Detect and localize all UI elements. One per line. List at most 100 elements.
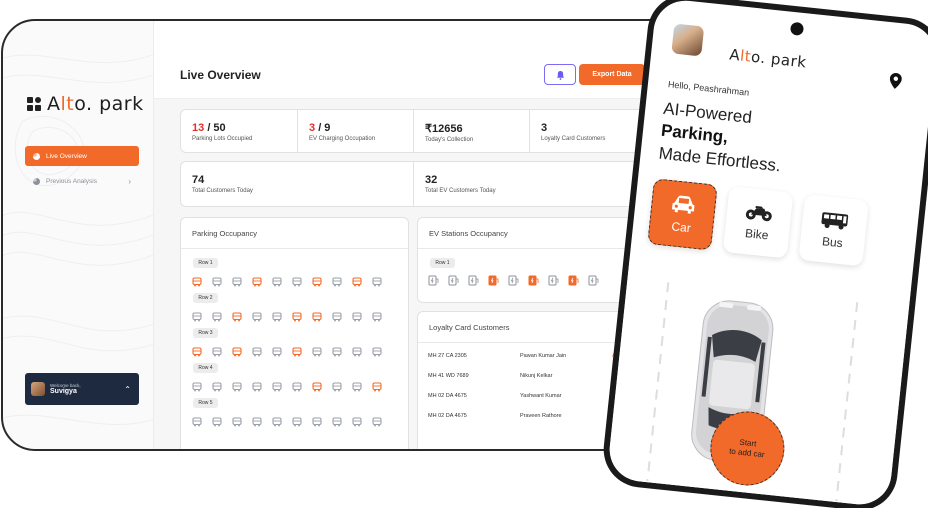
free-slot-icon — [212, 344, 222, 357]
ev-charger-free-icon — [548, 273, 559, 286]
user-name: Suvigya — [50, 388, 77, 395]
customer-name: Pawan Kumar Jain — [520, 353, 567, 359]
stat-loyalty: 3 Loyalty Card Customers — [529, 110, 646, 152]
stats-card-primary: 13 / 50 Parking Lots Occupied 3 / 9 EV C… — [180, 109, 645, 153]
pie-chart-icon — [33, 152, 40, 160]
free-slot-icon — [272, 309, 282, 322]
export-data-button[interactable]: Export Data — [579, 64, 645, 85]
free-slot-icon — [372, 309, 382, 322]
occupied-slot-icon — [312, 379, 322, 392]
app-logo[interactable]: Alto. park — [27, 93, 144, 115]
vehicle-label: Car — [670, 219, 692, 236]
parking-slot-row — [192, 274, 382, 287]
parking-slot-row — [192, 309, 382, 322]
free-slot-icon — [352, 414, 362, 427]
free-slot-icon — [332, 309, 342, 322]
chevron-up-icon[interactable]: ⌃ — [124, 384, 131, 394]
free-slot-icon — [192, 379, 202, 392]
free-slot-icon — [332, 274, 342, 287]
parking-occupancy-panel: Parking Occupancy Row 1 Row 2 Row 3 Row 4 Ro… — [180, 217, 409, 449]
ev-charger-free-icon — [468, 273, 479, 286]
panel-title: EV Stations Occupancy — [429, 229, 508, 238]
free-slot-icon — [292, 274, 302, 287]
desktop-dashboard: Alto. park Live Overview Previous Analys… — [1, 19, 701, 451]
vehicle-option-car[interactable]: Car — [647, 178, 718, 251]
notifications-button[interactable] — [544, 64, 576, 85]
occupied-slot-icon — [292, 344, 302, 357]
free-slot-icon — [252, 414, 262, 427]
customer-name: Yashwant Kumar — [520, 393, 562, 399]
free-slot-icon — [252, 309, 262, 322]
free-slot-icon — [352, 379, 362, 392]
phone-screen: Alto. park Hello, Peashrahman AI-Powered… — [606, 0, 928, 508]
sidebar-item-live-overview[interactable]: Live Overview — [25, 146, 139, 166]
bell-icon — [556, 70, 564, 80]
parking-slot-row — [192, 414, 382, 427]
free-slot-icon — [272, 414, 282, 427]
pie-chart-icon — [33, 177, 40, 185]
parking-slot-row — [192, 344, 382, 357]
parking-slot-row — [192, 379, 382, 392]
location-pin-icon[interactable] — [889, 72, 903, 89]
free-slot-icon — [212, 379, 222, 392]
occupied-slot-icon — [292, 309, 302, 322]
ev-stations-panel: EV Stations Occupancy Row 1 — [417, 217, 645, 303]
top-bar: Live Overview Export Data — [154, 21, 699, 99]
ev-charger-free-icon — [428, 273, 439, 286]
occupied-slot-icon — [352, 274, 362, 287]
free-slot-icon — [292, 379, 302, 392]
occupied-slot-icon — [192, 274, 202, 287]
row-label: Row 2 — [193, 293, 218, 303]
free-slot-icon — [232, 379, 242, 392]
row-label: Row 3 — [193, 328, 218, 338]
page-title: Live Overview — [180, 68, 261, 82]
panel-title: Parking Occupancy — [192, 229, 258, 238]
vehicle-label: Bus — [821, 234, 844, 251]
stats-card-secondary: 74 Total Customers Today 32 Total EV Cus… — [180, 161, 645, 207]
app-logo: Alto. park — [728, 45, 808, 72]
free-slot-icon — [212, 414, 222, 427]
occupied-slot-icon — [192, 344, 202, 357]
plate-number: MH 02 DA 4675 — [428, 413, 467, 419]
free-slot-icon — [352, 309, 362, 322]
bus-icon — [821, 212, 849, 230]
occupied-slot-icon — [312, 309, 322, 322]
free-slot-icon — [272, 379, 282, 392]
free-slot-icon — [252, 344, 262, 357]
free-slot-icon — [372, 274, 382, 287]
free-slot-icon — [272, 274, 282, 287]
welcome-text: Welcome back, — [50, 383, 81, 388]
customer-name: Nikunj Kelkar — [520, 373, 553, 379]
free-slot-icon — [212, 309, 222, 322]
stat-ev-charging: 3 / 9 EV Charging Occupation — [297, 110, 413, 152]
contour-background — [3, 54, 153, 425]
free-slot-icon — [372, 414, 382, 427]
avatar[interactable] — [671, 23, 705, 57]
free-slot-icon — [352, 344, 362, 357]
avatar — [31, 382, 45, 396]
chevron-right-icon: › — [128, 176, 131, 186]
ev-slot-row — [428, 273, 599, 286]
ev-charger-free-icon — [448, 273, 459, 286]
free-slot-icon — [212, 274, 222, 287]
vehicle-option-bus[interactable]: Bus — [798, 194, 869, 267]
ev-charger-free-icon — [508, 273, 519, 286]
plate-number: MH 27 CA 2305 — [428, 353, 467, 359]
occupied-slot-icon — [252, 274, 262, 287]
vehicle-option-bike[interactable]: Bike — [722, 186, 794, 259]
sidebar-item-label: Previous Analysis — [46, 177, 97, 185]
sidebar-item-previous-analysis[interactable]: Previous Analysis › — [25, 171, 139, 191]
panel-title: Loyalty Card Customers — [429, 323, 510, 332]
camera-icon — [789, 21, 804, 36]
free-slot-icon — [332, 414, 342, 427]
occupied-slot-icon — [312, 274, 322, 287]
user-profile-card[interactable]: Welcome back, Suvigya ⌃ — [25, 373, 139, 405]
sidebar: Alto. park Live Overview Previous Analys… — [3, 21, 151, 449]
row-label: Row 4 — [193, 363, 218, 373]
free-slot-icon — [192, 414, 202, 427]
occupied-slot-icon — [372, 379, 382, 392]
free-slot-icon — [312, 414, 322, 427]
ev-charger-occupied-icon — [528, 273, 539, 286]
bike-icon — [745, 205, 772, 222]
